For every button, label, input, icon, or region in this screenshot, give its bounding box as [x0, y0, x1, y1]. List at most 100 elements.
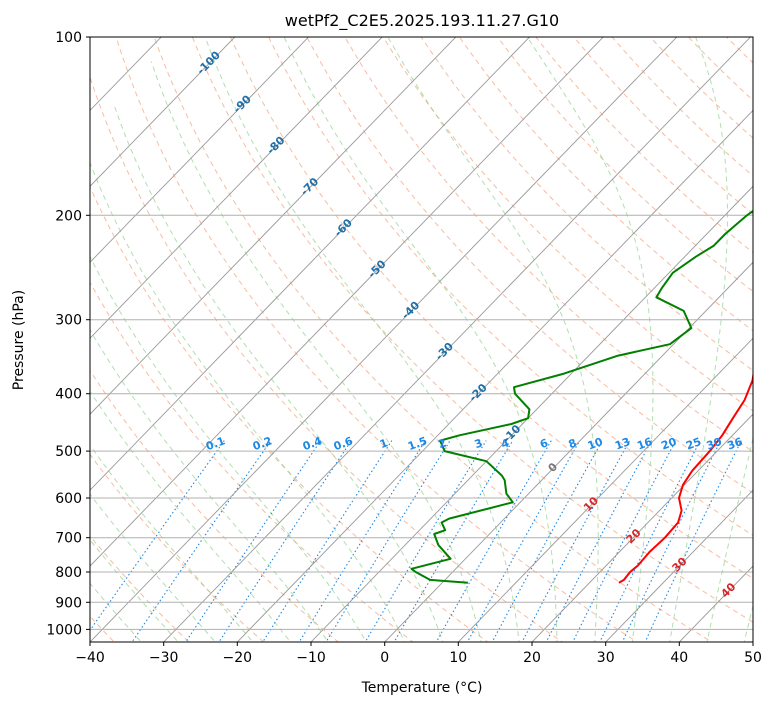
y-tick-label: 900 — [55, 595, 82, 611]
mixing-ratio-label: 10 — [586, 435, 605, 453]
mixing-ratio-line — [572, 440, 677, 642]
mixing-ratio-line — [393, 440, 514, 642]
dry-adiabat — [90, 453, 265, 642]
moist-adiabat — [387, 37, 599, 642]
x-tick-label: −30 — [149, 650, 179, 666]
x-tick-label: 0 — [380, 650, 389, 666]
dry-adiabat — [649, 37, 753, 139]
mixing-ratio-line — [491, 440, 603, 642]
mixing-ratio-label: 2 — [436, 436, 448, 451]
moist-adiabat — [90, 255, 367, 642]
moist-adiabat — [204, 37, 520, 642]
isotherm-line — [310, 185, 753, 642]
mixing-ratio-line — [621, 440, 722, 642]
isotherm-label: -80 — [264, 134, 287, 157]
moist-adiabat — [706, 436, 753, 642]
dry-adiabat — [382, 37, 753, 412]
mixing-ratio-label: 1.5 — [406, 434, 429, 453]
y-tick-label: 600 — [55, 491, 82, 507]
moist-adiabat — [90, 328, 329, 642]
isotherm-line — [163, 37, 752, 642]
mixing-ratio-line — [325, 440, 451, 642]
mixing-ratio-line — [644, 440, 742, 642]
y-tick-label: 100 — [55, 30, 82, 46]
moist-adiabat — [526, 37, 654, 642]
isotherm-label: -60 — [332, 216, 355, 239]
mixing-ratio-line — [435, 440, 552, 642]
isotherm-label: 20 — [624, 526, 644, 546]
moist-adiabat — [743, 603, 753, 642]
x-axis-ticks: −40 −30 −20 −10 0 10 20 30 40 50 — [75, 642, 762, 666]
mixing-ratio-line — [185, 440, 322, 642]
dry-adiabat — [497, 37, 753, 293]
dry-adiabat — [420, 37, 753, 372]
temperature-profile — [618, 370, 753, 584]
dry-adiabat — [268, 37, 753, 536]
dry-adiabat — [573, 37, 753, 215]
plot-frame — [89, 36, 754, 643]
dry-adiabat — [115, 37, 638, 642]
dry-adiabat — [229, 37, 753, 579]
y-tick-label: 200 — [55, 208, 82, 224]
x-axis-label: Temperature (°C) — [361, 680, 483, 696]
isotherm-label: -90 — [231, 92, 254, 115]
dewpoint-profile — [410, 209, 753, 584]
isotherm-line — [90, 37, 457, 415]
moist-adiabat — [90, 539, 179, 642]
dry-adiabat — [344, 37, 753, 453]
moist-adiabat — [150, 61, 482, 642]
dry-adiabat — [90, 75, 564, 642]
isotherm-line — [90, 37, 310, 263]
dry-adiabat — [306, 37, 753, 494]
dry-adiabat — [738, 10, 775, 654]
mixing-ratio-line — [262, 440, 393, 642]
x-tick-label: 20 — [523, 650, 541, 666]
y-axis-label: Pressure (hPa) — [11, 290, 27, 390]
dry-adiabat — [90, 535, 190, 642]
mixing-ratio-label: 25 — [684, 435, 703, 452]
mixing-ratio-line — [521, 440, 631, 642]
y-axis-ticks: 100 200 300 400 500 600 700 800 900 1000 — [46, 30, 90, 638]
isotherm-line — [90, 37, 678, 642]
isotherm-line — [90, 37, 531, 491]
mixing-ratio-line — [545, 440, 653, 642]
mixing-ratio-label: 0.6 — [332, 434, 355, 453]
isotherm-label: -70 — [298, 175, 321, 198]
mixing-ratio-label: 6 — [538, 436, 550, 451]
isotherm-line — [90, 37, 604, 567]
pressure-gridlines — [90, 37, 753, 630]
mixing-ratio-label: 8 — [567, 436, 579, 451]
chart-title: wetPf2_C2E5.2025.193.11.27.G10 — [285, 11, 559, 31]
x-tick-label: 10 — [449, 650, 467, 666]
moist-adiabat — [90, 582, 142, 642]
mixing-ratio-label: 16 — [635, 435, 654, 453]
isotherm-label: -50 — [365, 257, 388, 280]
dry-adiabat — [191, 37, 753, 623]
x-tick-label: 40 — [670, 650, 688, 666]
x-tick-label: −10 — [296, 650, 326, 666]
isotherm-label: -30 — [433, 340, 456, 363]
y-tick-label: 300 — [55, 313, 82, 329]
mixing-ratio-line — [466, 440, 581, 642]
mixing-ratio-label: 4 — [499, 436, 511, 451]
dry-adiabat — [458, 37, 753, 332]
mixing-ratio-label: 20 — [659, 435, 678, 453]
dry-adiabat — [725, 37, 753, 64]
mixing-ratio-label: 13 — [613, 435, 632, 452]
x-tick-label: 30 — [597, 650, 615, 666]
mixing-ratio-label: 0.1 — [204, 434, 227, 453]
mixing-ratio-line — [298, 440, 426, 642]
isotherm-label: 40 — [718, 580, 738, 600]
dry-adiabat — [611, 37, 753, 177]
dry-adiabat — [153, 37, 713, 642]
moist-adiabat — [90, 390, 291, 642]
mixing-ratio-label: 0.2 — [251, 434, 274, 453]
isotherm-label: -20 — [467, 381, 490, 404]
y-tick-label: 400 — [55, 387, 82, 403]
moist-adiabat — [90, 444, 254, 642]
mixing-ratio-label: 36 — [725, 435, 744, 453]
y-tick-label: 500 — [55, 444, 82, 460]
isotherm-label: -40 — [399, 298, 422, 321]
mixing-ratio-label: 30 — [705, 435, 724, 453]
